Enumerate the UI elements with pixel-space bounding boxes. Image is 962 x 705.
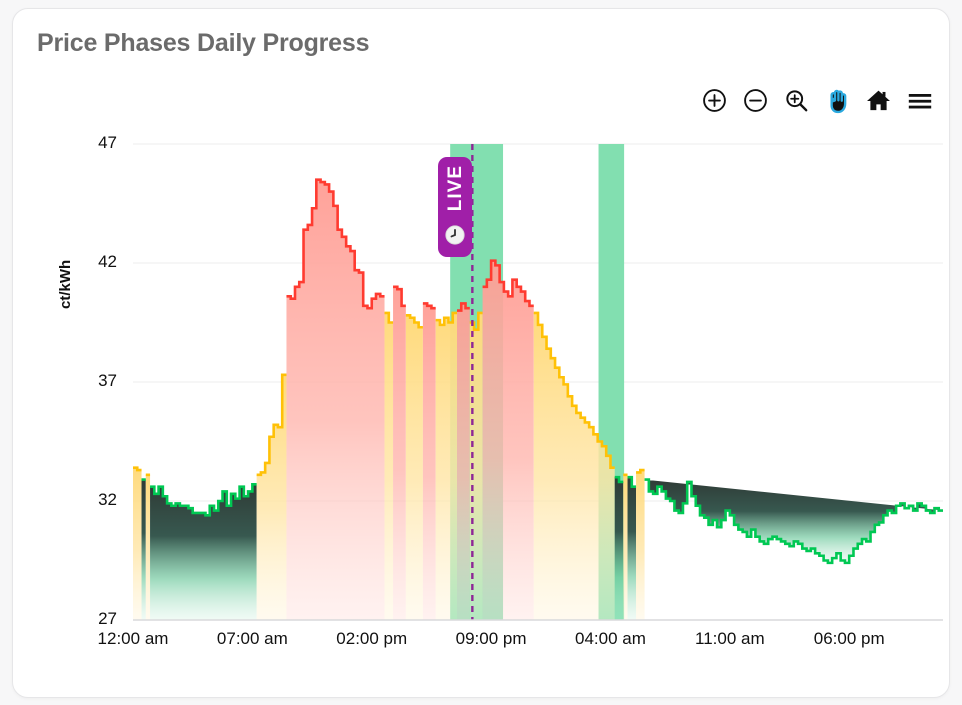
y-axis-tick: 37 <box>98 371 117 390</box>
area-fill-high <box>482 260 534 620</box>
pan-hand-icon[interactable] <box>822 85 853 116</box>
area-fill-low <box>614 477 624 620</box>
area-stroke-low <box>614 475 624 484</box>
area-stroke-low <box>150 483 257 517</box>
area-stroke-mid <box>405 314 423 329</box>
zoom-out-icon[interactable] <box>740 85 771 116</box>
chart-plot-area[interactable]: ct/kWh 47 42 37 32 27 12:00 am 07:00 am 02:00 … <box>13 9 949 697</box>
area-stroke-mid <box>533 311 615 469</box>
area-stroke-mid <box>133 466 142 472</box>
area-fill-high <box>286 179 385 620</box>
page-title: Price Phases Daily Progress <box>37 29 370 57</box>
area-stroke-high <box>422 302 436 310</box>
x-axis-tick: 11:00 am <box>695 629 765 648</box>
live-badge-label: LIVE <box>444 165 466 212</box>
area-stroke-low <box>644 478 943 565</box>
y-axis-tick: 47 <box>98 133 117 152</box>
area-fill-mid <box>405 315 423 620</box>
zoom-in-icon[interactable] <box>699 85 730 116</box>
x-axis-tick: 09:00 pm <box>455 629 527 648</box>
x-axis-tick: 04:00 am <box>575 629 646 648</box>
x-axis-tick: 12:00 am <box>97 629 169 648</box>
area-fill-high <box>422 303 436 620</box>
clock-icon <box>444 224 466 251</box>
area-fill-high <box>457 303 470 620</box>
area-fill-low <box>150 484 257 620</box>
area-fill-mid <box>636 470 645 620</box>
y-axis-tick: 42 <box>98 252 117 271</box>
price-area-chart <box>133 143 943 621</box>
chart-card: Price Phases Daily Progress <box>12 8 950 698</box>
area-stroke-mid <box>435 311 457 327</box>
selection-zoom-icon[interactable] <box>781 85 812 116</box>
y-axis-tick: 32 <box>98 490 117 509</box>
area-fill-low <box>644 479 943 563</box>
area-stroke-mid <box>636 468 645 474</box>
area-fill-mid <box>623 474 628 620</box>
x-axis-tick-labels: 12:00 am 07:00 am 02:00 pm 09:00 pm 04:00 am… <box>13 9 949 697</box>
area-fill-low <box>627 477 637 620</box>
area-fill-low <box>141 479 146 620</box>
x-axis-tick: 07:00 am <box>216 629 288 648</box>
x-axis-tick: 06:00 pm <box>813 629 885 648</box>
area-stroke-low <box>627 475 637 489</box>
menu-icon[interactable] <box>904 85 935 116</box>
area-fill-mid <box>435 312 457 620</box>
area-stroke-mid <box>256 373 287 477</box>
area-fill-mid <box>533 312 615 620</box>
home-icon[interactable] <box>863 85 894 116</box>
area-stroke-high <box>393 285 406 308</box>
area-stroke-high <box>457 302 470 312</box>
y-axis-tick-labels: 47 42 37 32 27 <box>71 9 117 697</box>
chart-toolbar <box>699 85 935 116</box>
x-axis-tick: 02:00 pm <box>336 629 408 648</box>
live-badge[interactable]: LIVE <box>438 157 473 257</box>
y-axis-tick: 27 <box>98 609 117 628</box>
area-stroke-mid <box>384 311 394 324</box>
area-fill-mid <box>256 374 287 620</box>
area-stroke-high <box>482 259 534 308</box>
area-fill-mid <box>145 474 151 620</box>
area-fill-high <box>393 286 406 620</box>
area-stroke-high <box>286 178 385 310</box>
area-fill-mid <box>133 467 142 620</box>
area-fill-mid <box>384 312 394 620</box>
